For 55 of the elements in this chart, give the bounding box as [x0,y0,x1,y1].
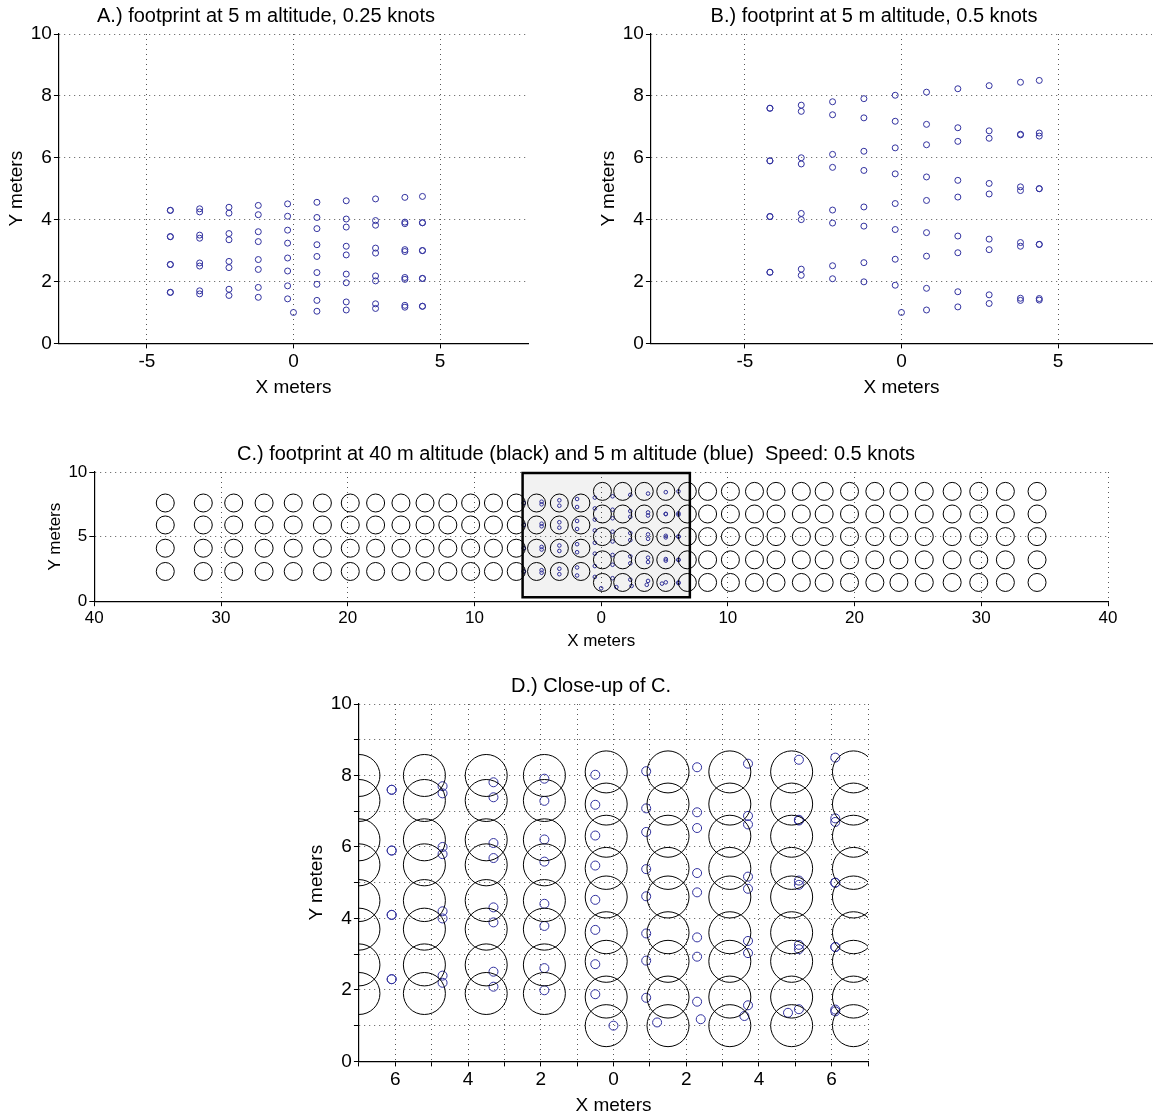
y-tick-label: 2 [633,269,644,291]
chart-title: C.) footprint at 40 m altitude (black) and 5 m altitude (blue) Speed: 0.5 knots [236,441,916,464]
y-tick-label: 8 [341,763,352,785]
y-tick-label: 4 [633,207,645,229]
x-tick-label: 30 [971,608,991,628]
x-tick-label: 40 [1098,608,1118,628]
y-tick-label: 10 [68,461,88,481]
x-tick-label: 2 [680,1068,692,1090]
x-tick-label: 40 [84,608,104,628]
y-tick-label: 0 [77,590,88,610]
x-tick-label: 2 [535,1068,547,1090]
x-axis-title: X meters [863,375,940,397]
y-tick-label: 10 [330,692,352,714]
y-axis-title: Y meters [44,502,64,571]
y-tick-label: 2 [341,978,352,1000]
x-tick-label: 6 [826,1068,837,1090]
y-tick-label: 6 [41,145,52,167]
x-tick-label: 5 [434,350,446,372]
x-tick-label: 20 [338,608,358,628]
y-tick-label: 5 [77,526,88,546]
x-tick-label: 10 [718,608,738,628]
y-tick-label: 6 [633,145,644,167]
chart-title: A.) footprint at 5 m altitude, 0.25 knots [97,3,435,26]
y-tick-label: 4 [41,207,53,229]
x-tick-label: -5 [138,350,156,372]
y-tick-label: 10 [622,22,644,44]
y-tick-label: 8 [41,84,52,106]
y-tick-label: 10 [30,22,52,44]
y-axis-title: Y meters [304,844,326,921]
y-tick-label: 0 [41,331,52,353]
x-axis-title: X meters [575,1093,652,1115]
y-axis-title: Y meters [596,150,618,227]
x-tick-label: 0 [596,608,606,628]
x-tick-label: 20 [845,608,865,628]
y-tick-label: 4 [341,906,353,928]
x-tick-label: 6 [390,1068,401,1090]
x-tick-label: 30 [211,608,231,628]
x-tick-label: 10 [464,608,484,628]
x-axis-title: X meters [567,631,636,651]
y-tick-label: 0 [341,1049,352,1071]
x-tick-label: -5 [736,350,754,372]
x-tick-label: 0 [288,350,299,372]
y-tick-label: 2 [41,269,52,291]
x-axis-title: X meters [255,375,332,397]
y-axis-title: Y meters [4,150,26,227]
x-tick-label: 4 [753,1068,765,1090]
y-tick-label: 8 [633,84,644,106]
x-tick-label: 5 [1052,350,1064,372]
y-tick-label: 0 [633,331,644,353]
chart-title: B.) footprint at 5 m altitude, 0.5 knots [710,3,1038,26]
x-tick-label: 0 [896,350,907,372]
y-tick-label: 6 [341,835,352,857]
x-tick-label: 4 [462,1068,474,1090]
chart-title: D.) Close-up of C. [510,673,672,696]
x-tick-label: 0 [608,1068,619,1090]
